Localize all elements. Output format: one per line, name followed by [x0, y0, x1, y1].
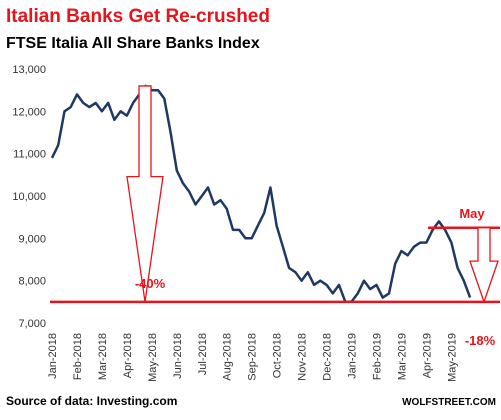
source: Source of data: Investing.com: [6, 394, 177, 408]
y-tick-label: 10,000: [12, 191, 46, 203]
y-tick-label: 13,000: [12, 64, 46, 76]
y-tick-label: 8,000: [18, 276, 46, 288]
x-tick-label: Feb-2019: [371, 333, 383, 380]
y-tick-label: 9,000: [18, 233, 46, 245]
x-tick-label: May-2018: [147, 333, 159, 382]
x-tick-label: Jun-2018: [172, 333, 184, 379]
x-tick-label: Aug-2018: [222, 333, 234, 381]
x-tick-label: Sep-2018: [247, 333, 259, 381]
x-tick-label: Dec-2018: [322, 333, 334, 381]
data-line: [50, 84, 472, 304]
annotation-label: May: [459, 206, 485, 221]
x-tick-label: Nov-2018: [297, 333, 309, 381]
x-tick-label: Jul-2018: [197, 333, 209, 375]
brand: WOLFSTREET.COM: [402, 397, 496, 408]
annotation-label: -40%: [135, 276, 166, 291]
x-tick-label: Apr-2019: [421, 333, 433, 378]
x-tick-label: Feb-2018: [72, 333, 84, 380]
arrow: [126, 85, 164, 302]
y-tick-label: 12,000: [12, 106, 46, 118]
arrow: [469, 227, 499, 304]
x-tick-label: Apr-2018: [122, 333, 134, 378]
annotation-label: -18%: [465, 333, 496, 348]
x-tick-label: Mar-2019: [396, 333, 408, 380]
x-tick-label: May-2019: [446, 333, 458, 382]
chart-title: Italian Banks Get Re-crushed: [6, 6, 270, 27]
x-tick-label: Jan-2018: [47, 333, 59, 379]
x-tick-label: Jan-2019: [347, 333, 359, 379]
chart-subtitle: FTSE Italia All Share Banks Index: [6, 35, 260, 52]
x-tick-label: Mar-2018: [97, 333, 109, 380]
y-tick-label: 7,000: [18, 318, 46, 330]
y-tick-label: 11,000: [13, 149, 46, 161]
x-tick-label: Oct-2018: [272, 333, 284, 378]
